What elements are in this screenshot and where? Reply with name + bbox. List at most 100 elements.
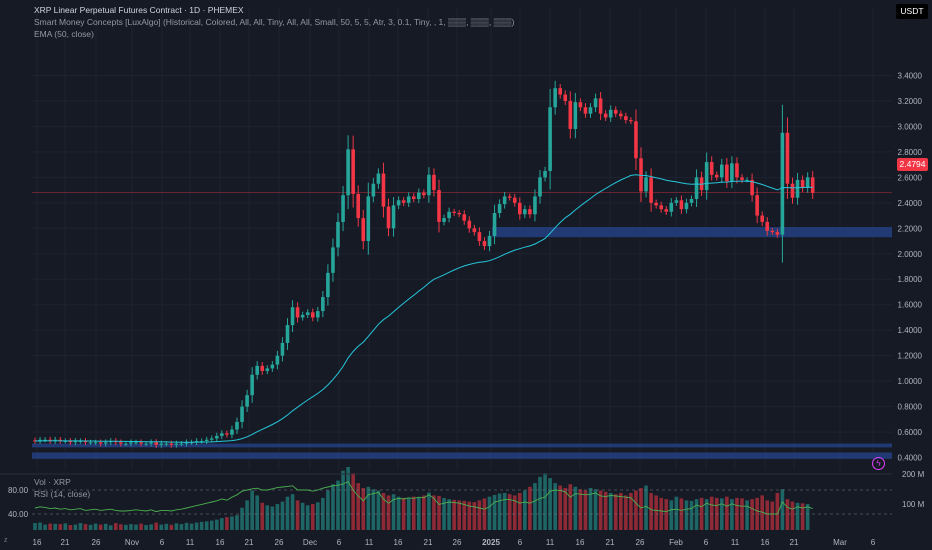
candle [512,197,517,203]
candle [371,183,376,197]
volume-bar [88,524,93,530]
x-tick-label: 16 [576,538,585,547]
candle [694,177,699,200]
volume-bar [285,496,290,530]
candle [174,443,179,445]
candle [810,177,815,193]
volume-bar [250,490,254,530]
candle [411,196,416,200]
candle [543,170,547,178]
candle [573,102,578,129]
volume-bar [548,478,552,530]
volume-bar [68,525,73,530]
candle [199,441,204,443]
candle [583,107,588,114]
volume-bar [174,523,179,530]
candle [164,443,169,445]
candle [805,177,810,188]
y-tick-label: 1.0000 [898,377,923,386]
currency-button[interactable]: USDT [896,4,928,19]
volume-bar [280,501,285,530]
candle [725,164,729,182]
volume-bar [634,490,638,530]
candle [684,202,689,210]
candle [326,272,330,298]
volume-bar [583,490,588,530]
ema-line [35,174,813,443]
volume-bar [43,524,47,530]
x-tick-label: 16 [216,538,225,547]
volume-bar [391,494,396,530]
x-tick-label: 6 [518,538,523,547]
candle [406,196,411,203]
volume-level-label: 200 M [902,470,925,479]
candle [664,209,669,212]
flash-alert-icon[interactable]: ϟ [872,457,885,470]
candle [740,177,744,180]
timezone-icon[interactable]: z [4,537,8,544]
candle [285,325,290,343]
volume-bar [331,484,335,530]
volume-bar [194,522,199,530]
volume-bar [487,496,492,530]
volume-bar [704,499,709,530]
candle [492,213,497,236]
volume-bar [472,502,477,530]
volume-bar [785,499,790,530]
candle [225,433,229,435]
rsi-indicator-label[interactable]: RSI (14, close) [34,489,91,499]
candle [442,218,446,222]
volume-bar [593,489,598,530]
volume-bar [553,483,557,530]
candle [48,439,52,442]
candle [800,179,805,188]
candle [401,200,406,203]
candle [568,100,573,129]
volume-bar [805,504,810,530]
x-tick-label: 11 [731,538,740,547]
candle [376,173,381,184]
volume-bar [538,476,542,530]
candle [356,193,360,219]
candle [215,435,219,439]
volume-bar [53,523,57,530]
x-tick-label: Feb [669,538,683,547]
candle [477,232,482,242]
volume-bar [800,503,805,530]
volume-bar [215,519,219,530]
rsi-level-label: 40.00 [8,510,29,519]
candle [507,196,512,198]
candle [129,442,133,444]
volume-bar [260,502,265,530]
volume-bar [58,524,63,530]
volume-bar [578,489,583,530]
volume-bar [149,524,153,530]
candle [275,355,280,365]
volume-bar [245,500,249,530]
candle [709,162,714,175]
volume-bar [164,523,169,530]
volume-bar [386,495,391,530]
volume-bar [750,499,754,530]
candle [765,221,770,231]
candle [487,235,492,247]
volume-bar [336,480,340,530]
y-tick-label: 1.8000 [898,275,923,284]
volume-bar [709,496,714,530]
volume-bar [543,473,547,530]
volume-bar [401,497,406,530]
candle [361,218,366,242]
candle [689,199,694,203]
volume-bar [144,525,148,530]
candle [457,213,461,215]
candle [613,109,618,114]
volume-bar [603,491,608,530]
indicator-ema-label[interactable]: EMA (50, close) [34,29,94,39]
candle [518,202,522,215]
candle [321,297,325,312]
volume-bar [204,521,209,530]
volume-indicator-label[interactable]: Vol · XRP [34,477,71,487]
candle [720,164,724,178]
indicator-smc-label[interactable]: Smart Money Concepts [LuxAlgo] (Historic… [34,17,515,27]
